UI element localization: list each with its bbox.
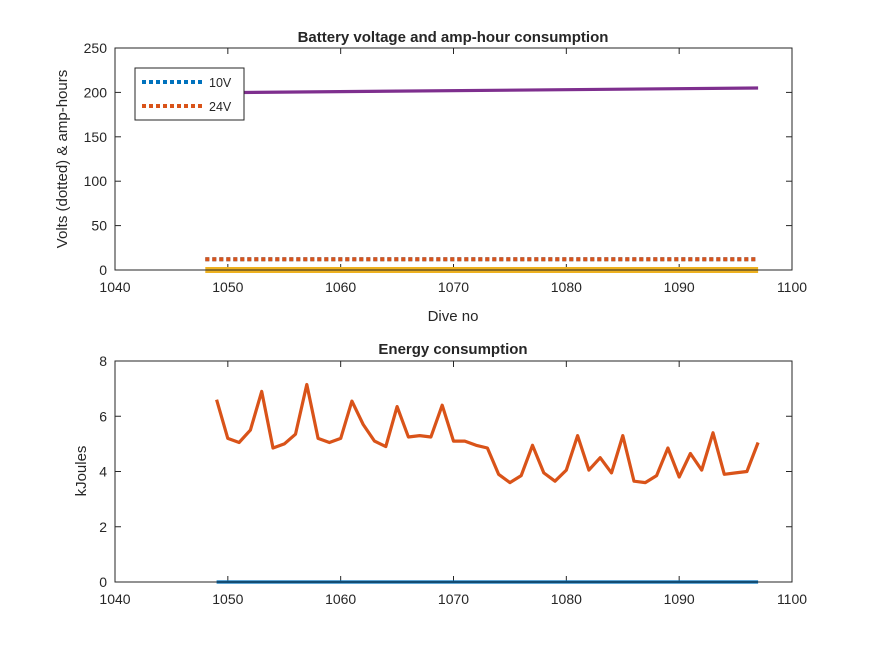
x-axis-label: Dive no xyxy=(428,308,479,325)
y-tick-label: 2 xyxy=(99,519,107,535)
y-axis-label: Volts (dotted) & amp-hours xyxy=(54,70,71,248)
x-tick-label: 1060 xyxy=(325,279,356,295)
y-axis-label: kJoules xyxy=(73,446,90,497)
y-tick-label: 6 xyxy=(99,408,107,424)
x-tick-label: 1070 xyxy=(438,591,469,607)
energy-axes: Energy consumption kJoules 1040 1050 1060 1… xyxy=(73,341,807,607)
voltage-axes: Battery voltage and amp-hour consumption… xyxy=(54,29,807,325)
x-tick-label: 1050 xyxy=(212,279,243,295)
y-tick-label: 200 xyxy=(84,84,108,100)
legend: 10V 24V xyxy=(134,67,245,121)
legend-box xyxy=(134,67,245,121)
x-tick-label: 1070 xyxy=(438,279,469,295)
x-tick-label: 1100 xyxy=(777,279,807,295)
x-tick-label: 1080 xyxy=(551,279,582,295)
x-tick-label: 1090 xyxy=(664,279,695,295)
axes-background xyxy=(115,361,792,582)
series-line-1 xyxy=(215,382,760,485)
x-tick-label: 1050 xyxy=(212,591,243,607)
x-tick-label: 1040 xyxy=(99,591,130,607)
y-tick-label: 100 xyxy=(84,173,108,189)
legend-label: 10V xyxy=(209,76,232,90)
axes-box xyxy=(114,360,793,583)
y-tick-label: 0 xyxy=(99,262,107,278)
chart-title: Battery voltage and amp-hour consumption xyxy=(298,29,609,46)
y-tick-label: 0 xyxy=(99,574,107,590)
axes-box xyxy=(114,47,793,271)
y-tick-label: 50 xyxy=(91,218,107,234)
x-tick-label: 1100 xyxy=(777,591,807,607)
legend-label: 24V xyxy=(209,100,232,114)
chart-title: Energy consumption xyxy=(378,341,527,358)
y-tick-label: 4 xyxy=(99,464,107,480)
series-line-3 xyxy=(205,86,759,95)
x-tick-label: 1040 xyxy=(99,279,130,295)
x-tick-label: 1090 xyxy=(664,591,695,607)
y-tick-label: 8 xyxy=(99,353,107,369)
x-tick-label: 1060 xyxy=(325,591,356,607)
y-tick-label: 150 xyxy=(84,129,108,145)
x-tick-label: 1080 xyxy=(551,591,582,607)
y-tick-label: 250 xyxy=(84,40,108,56)
